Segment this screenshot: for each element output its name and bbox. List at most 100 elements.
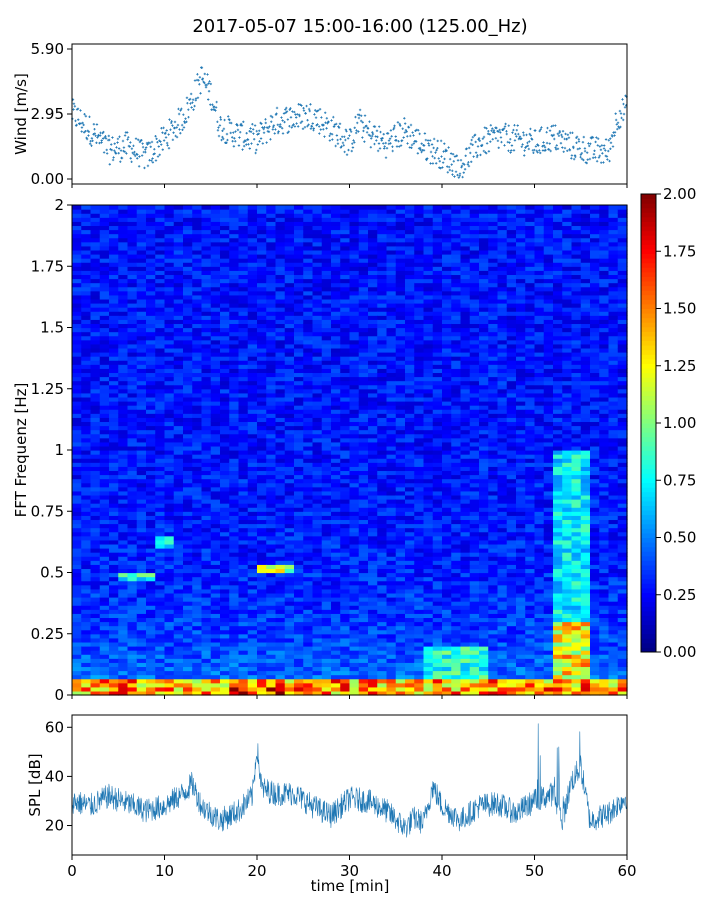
- spectrogram-cell: [99, 441, 110, 447]
- wind-point: [222, 127, 226, 131]
- spectrogram-cell: [81, 568, 92, 574]
- spectrogram-cell: [284, 352, 295, 357]
- spectrogram-cell: [229, 576, 240, 582]
- spectrogram-cell: [90, 686, 101, 692]
- spectrogram-cell: [294, 466, 304, 472]
- wind-point: [119, 160, 122, 163]
- spectrogram-cell: [192, 217, 203, 222]
- spectrogram-cell: [201, 335, 212, 341]
- spectrogram-cell: [99, 511, 110, 516]
- spectrogram-cell: [146, 662, 156, 668]
- spectrogram-cell: [349, 237, 360, 243]
- spectrogram-cell: [368, 274, 378, 280]
- spectrogram-cell: [358, 413, 369, 418]
- spectrogram-cell: [127, 474, 138, 480]
- spectrogram-cell: [173, 205, 184, 210]
- spectrogram-cell: [229, 298, 240, 304]
- spectrogram-cell: [229, 621, 240, 627]
- wind-point: [117, 147, 121, 150]
- spectrogram-cell: [303, 637, 314, 643]
- spectrogram-cell: [377, 527, 388, 533]
- spectrogram-cell: [99, 637, 110, 643]
- spectrogram-cell: [331, 646, 341, 651]
- spectrogram-cell: [81, 384, 92, 390]
- spectrogram-cell: [146, 466, 156, 472]
- spectrogram-cell: [210, 237, 221, 243]
- spectrogram-cell: [275, 409, 286, 414]
- spectrogram-cell: [109, 470, 119, 476]
- spectrogram-cell: [349, 637, 360, 643]
- spectrogram-cell: [229, 372, 240, 378]
- spectrogram-cell: [164, 482, 175, 488]
- spectrogram-cell: [368, 552, 378, 557]
- wind-point: [330, 133, 334, 136]
- spectrogram-cell: [201, 662, 212, 668]
- wind-point: [447, 165, 451, 169]
- spectrogram-cell: [99, 458, 110, 463]
- wind-point: [373, 142, 376, 146]
- spectrogram-cell: [275, 384, 286, 390]
- spectrogram-cell: [238, 670, 249, 676]
- spectrogram-cell: [183, 327, 193, 333]
- spectrogram-cell: [377, 225, 388, 231]
- spectrogram-cell: [238, 417, 249, 423]
- spectrogram-cell: [368, 237, 378, 243]
- spectrogram-cell: [257, 331, 267, 337]
- spectrogram-cell: [192, 249, 203, 255]
- spectrogram-cell: [155, 690, 166, 696]
- spectrogram-cell: [192, 462, 203, 467]
- spectrogram-cell: [210, 503, 221, 508]
- spectrogram-cell: [358, 556, 369, 561]
- spectrogram-cell: [118, 462, 129, 467]
- spectrogram-cell: [109, 486, 119, 492]
- spectrogram-cell: [349, 409, 360, 414]
- spectrogram-cell: [136, 217, 147, 222]
- spectrogram-cell: [358, 433, 369, 439]
- spectrogram-cell: [118, 294, 129, 300]
- spectrogram-cell: [238, 445, 249, 451]
- spectrogram-cell: [155, 511, 166, 516]
- spectrogram-cell: [284, 278, 295, 284]
- spectrogram-cell: [118, 368, 129, 374]
- wind-point: [455, 154, 459, 157]
- spectrogram-cell: [183, 515, 193, 521]
- spectrogram-cell: [127, 409, 138, 414]
- spectrogram-cell: [257, 376, 267, 382]
- spectrogram-cell: [118, 641, 129, 647]
- spectrogram-cell: [127, 225, 138, 231]
- spectrogram-cell: [284, 270, 295, 276]
- spectrogram-cell: [257, 564, 267, 570]
- spectrogram-cell: [368, 629, 378, 635]
- spectrogram-cell: [183, 637, 193, 643]
- wind-point: [580, 151, 584, 155]
- spectrogram-cell: [155, 307, 166, 312]
- spectrogram-cell: [377, 458, 388, 463]
- spectrogram-cell: [164, 445, 175, 451]
- spectrogram-cell: [340, 535, 351, 541]
- spectrogram-cell: [303, 417, 314, 423]
- wind-point: [266, 126, 270, 130]
- spectrogram-cell: [229, 601, 240, 606]
- wind-point: [105, 148, 108, 152]
- spectrogram-cell: [321, 441, 332, 447]
- spectrogram-cell: [72, 560, 82, 565]
- spectrogram-cell: [368, 209, 378, 214]
- spectrogram-cell: [146, 413, 156, 418]
- spectrogram-cell: [201, 466, 212, 472]
- spectrogram-cell: [229, 511, 240, 516]
- spectrogram-cell: [220, 609, 230, 614]
- wind-point: [403, 117, 406, 120]
- wind-point: [119, 149, 123, 152]
- spectrogram-cell: [358, 237, 369, 243]
- spectrogram-cell: [201, 674, 212, 680]
- wind-point: [365, 124, 368, 128]
- spectrogram-cell: [136, 298, 147, 304]
- spectrogram-cell: [127, 580, 138, 586]
- spectrogram-cell: [210, 303, 221, 308]
- spectrogram-cell: [81, 490, 92, 496]
- spectrogram-cell: [275, 613, 286, 619]
- spectrogram-cell: [238, 213, 249, 218]
- wind-point: [368, 120, 371, 123]
- spectrogram-cell: [127, 347, 138, 353]
- wind-point: [385, 146, 389, 150]
